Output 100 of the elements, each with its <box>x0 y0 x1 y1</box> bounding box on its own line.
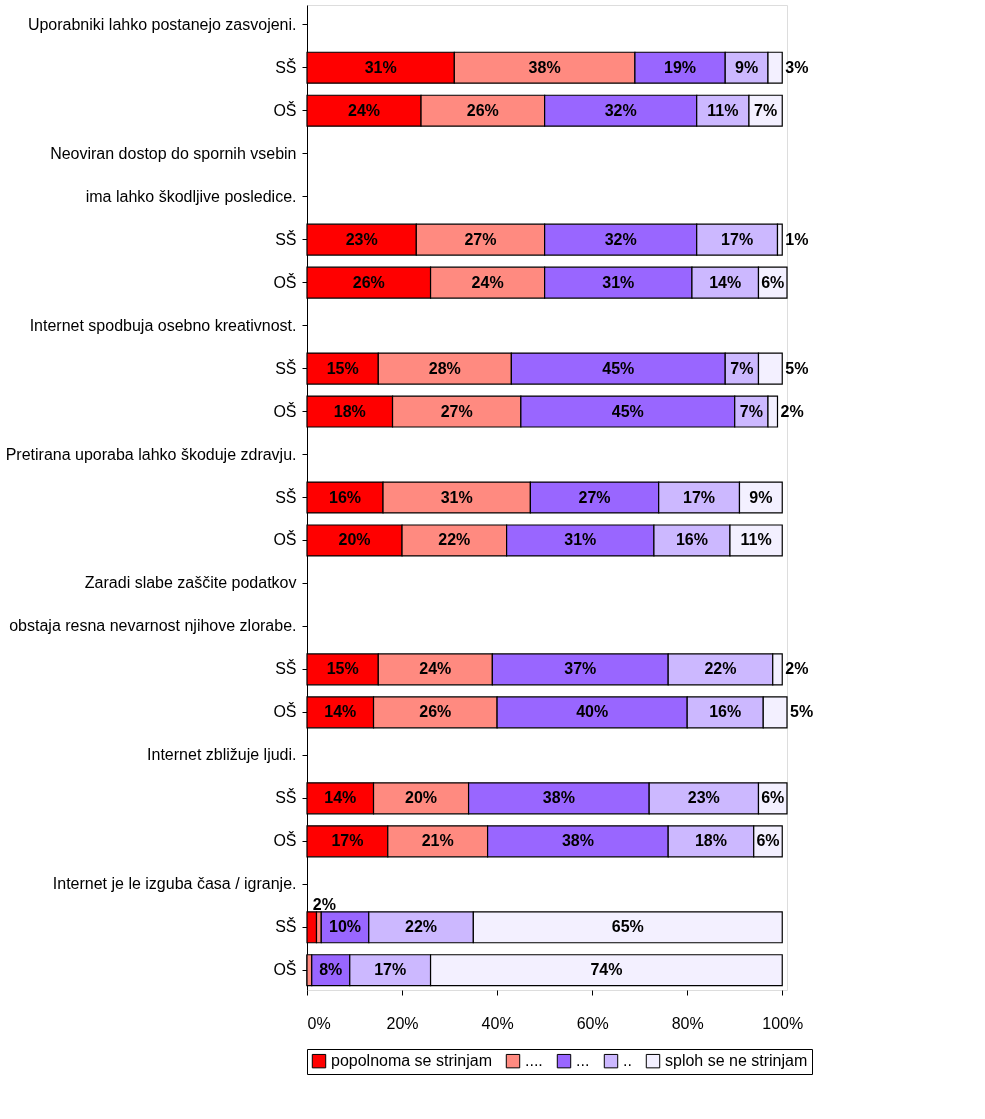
data-label: 74% <box>590 961 623 979</box>
y-tick-label: Internet spodbuja osebno kreativnost. <box>29 316 297 334</box>
data-label: 14% <box>709 273 742 291</box>
data-label: 20% <box>405 789 438 807</box>
data-label: 23% <box>345 230 378 248</box>
data-label: 27% <box>578 488 611 506</box>
data-label: 26% <box>419 703 452 721</box>
data-label: 6% <box>761 273 785 291</box>
y-tick-label: OŠ <box>273 960 297 979</box>
data-label: 3% <box>785 58 809 76</box>
y-tick-label: obstaja resna nevarnost njihove zlorabe. <box>9 617 297 635</box>
legend-label: popolnoma se strinjam <box>331 1052 492 1070</box>
x-tick-label: 80% <box>671 1014 704 1032</box>
x-tick-label: 60% <box>576 1014 609 1032</box>
data-label: 24% <box>419 660 452 678</box>
data-label: 11% <box>707 101 739 119</box>
data-label: 26% <box>466 101 499 119</box>
data-label: 2% <box>312 896 336 914</box>
y-tick-label: OŠ <box>273 831 297 850</box>
data-label: 6% <box>761 789 785 807</box>
data-label: 22% <box>438 531 471 549</box>
data-label: 20% <box>338 531 371 549</box>
x-tick-label: 0% <box>307 1014 331 1032</box>
data-label: 14% <box>324 789 357 807</box>
data-label: 19% <box>664 58 697 76</box>
data-label: 32% <box>604 230 637 248</box>
data-label: 16% <box>709 703 742 721</box>
data-label: 14% <box>324 703 357 721</box>
y-tick-label: Internet zbližuje ljudi. <box>147 746 297 764</box>
data-label: 27% <box>440 402 473 420</box>
data-label: 65% <box>611 918 644 936</box>
data-label: 18% <box>694 832 727 850</box>
data-label: 7% <box>739 402 763 420</box>
data-label: 7% <box>754 101 778 119</box>
data-label: 5% <box>785 359 809 377</box>
data-label: 23% <box>687 789 720 807</box>
data-label: 38% <box>561 832 594 850</box>
y-tick-label: SŠ <box>275 229 297 248</box>
data-label: 37% <box>564 660 597 678</box>
y-tick-label: Internet je le izguba časa / igranje. <box>52 875 297 893</box>
data-label: 17% <box>331 832 364 850</box>
data-label: 22% <box>405 918 438 936</box>
y-tick-label: SŠ <box>275 659 297 678</box>
data-label: 31% <box>602 273 635 291</box>
data-label: 6% <box>756 832 780 850</box>
y-tick-label: OŠ <box>273 100 297 119</box>
y-tick-label: SŠ <box>275 788 297 807</box>
y-tick-label: OŠ <box>273 530 297 549</box>
data-label: 9% <box>735 58 759 76</box>
data-label: 1% <box>785 230 809 248</box>
data-label: 15% <box>326 660 359 678</box>
data-label: 22% <box>704 660 737 678</box>
data-label: 45% <box>611 402 644 420</box>
data-label: 27% <box>464 230 497 248</box>
data-label: 17% <box>721 230 754 248</box>
data-label: 31% <box>440 488 473 506</box>
data-label: 11% <box>740 531 772 549</box>
data-label: 31% <box>364 58 397 76</box>
data-label: 2% <box>780 402 804 420</box>
y-tick-label: Pretirana uporaba lahko škoduje zdravju. <box>5 445 297 463</box>
y-tick-label: Uporabniki lahko postanejo zasvojeni. <box>27 15 297 33</box>
y-tick-label: Zaradi slabe zaščite podatkov <box>84 574 297 592</box>
data-label: 32% <box>604 101 637 119</box>
y-tick-label: Neoviran dostop do spornih vsebin <box>50 144 297 162</box>
data-label: 9% <box>749 488 773 506</box>
data-label: 38% <box>542 789 575 807</box>
data-label: 28% <box>428 359 461 377</box>
data-label: 17% <box>374 961 407 979</box>
y-tick-label: SŠ <box>275 358 297 377</box>
data-label: 45% <box>602 359 635 377</box>
y-tick-label: SŠ <box>275 57 297 76</box>
x-tick-label: 100% <box>762 1014 804 1032</box>
data-label: 26% <box>352 273 385 291</box>
data-label: 16% <box>675 531 708 549</box>
legend-label: .. <box>623 1052 632 1070</box>
data-label: 21% <box>421 832 454 850</box>
data-label: 5% <box>790 703 814 721</box>
y-tick-label: SŠ <box>275 487 297 506</box>
data-label: 10% <box>329 918 362 936</box>
data-label: 17% <box>683 488 716 506</box>
data-label: 16% <box>329 488 362 506</box>
data-label: 7% <box>730 359 754 377</box>
data-label: 18% <box>333 402 366 420</box>
data-label: 31% <box>564 531 597 549</box>
data-label: 40% <box>576 703 609 721</box>
x-tick-label: 40% <box>481 1014 514 1032</box>
data-label: 24% <box>348 101 381 119</box>
legend-label: ... <box>576 1052 590 1070</box>
y-tick-label: OŠ <box>273 272 297 291</box>
data-label: 38% <box>528 58 561 76</box>
y-tick-label: ima lahko škodljive posledice. <box>85 187 297 205</box>
data-label: 15% <box>326 359 359 377</box>
data-label: 24% <box>471 273 504 291</box>
x-tick-label: 20% <box>386 1014 419 1032</box>
data-label: 2% <box>785 660 809 678</box>
y-tick-label: OŠ <box>273 702 297 721</box>
data-label: 8% <box>319 961 343 979</box>
y-tick-label: OŠ <box>273 401 297 420</box>
legend-label: sploh se ne strinjam <box>665 1052 808 1070</box>
legend-label: .... <box>525 1052 543 1070</box>
